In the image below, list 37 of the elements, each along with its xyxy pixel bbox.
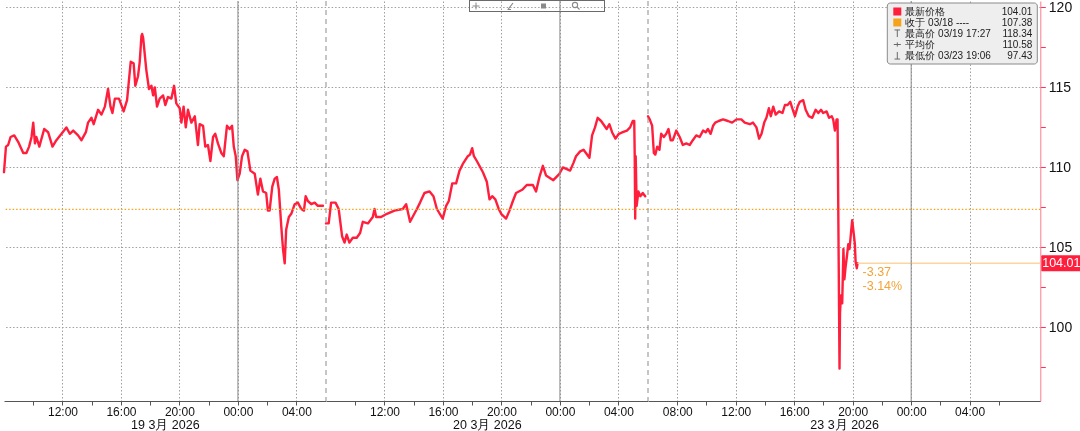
x-tick-label: 00:00 [545, 404, 576, 419]
x-tick-label: 16:00 [106, 404, 137, 419]
annotation: -3.14% [862, 279, 903, 294]
annotation: -3.37 [862, 265, 892, 280]
annotation: 118.34 [1002, 27, 1033, 39]
x-axis-title: 20 3月 2026 [453, 417, 522, 431]
x-tick-label: 12:00 [47, 404, 79, 419]
x-tick-label: 20:00 [164, 404, 196, 419]
x-tick-label: 16:00 [428, 404, 459, 419]
annotation: 97.43 [1007, 49, 1033, 61]
y-tick-label: 100 [1048, 318, 1073, 335]
x-tick-label: 04:00 [281, 404, 313, 419]
annotation: 104.01 [1001, 5, 1033, 17]
x-axis-title: 23 3月 2026 [810, 417, 879, 431]
x-tick-label: 00:00 [896, 404, 927, 419]
annotation: 110.58 [1002, 38, 1033, 50]
x-tick-label: 08:00 [662, 404, 694, 419]
x-tick-label: 20:00 [838, 404, 869, 419]
x-tick-label: 12:00 [369, 404, 401, 419]
annotation: 最高价 03/19 17:27 [905, 27, 992, 39]
annotation: 最低价 03/23 19:06 [905, 49, 992, 61]
legend-label: 最新价格 [905, 5, 946, 17]
x-tick-label: 16:00 [779, 404, 811, 419]
x-tick-label: 04:00 [955, 404, 986, 419]
y-tick-label: 105 [1048, 238, 1073, 255]
x-tick-label: 04:00 [603, 404, 635, 419]
ref-line-label: 104.01 [1042, 256, 1080, 271]
y-tick-label: 120 [1048, 0, 1073, 15]
x-axis-title: 19 3月 2026 [131, 417, 200, 431]
x-tick-label: 12:00 [721, 404, 752, 419]
legend-label: 收于 03/18 ---- [905, 16, 970, 28]
y-tick-label: 110 [1048, 158, 1072, 175]
y-tick-label: 115 [1048, 78, 1072, 95]
annotation: 平均价 [905, 38, 936, 50]
annotation: 107.38 [1001, 16, 1033, 28]
x-tick-label: 20:00 [486, 404, 518, 419]
x-tick-label: 00:00 [223, 404, 254, 419]
